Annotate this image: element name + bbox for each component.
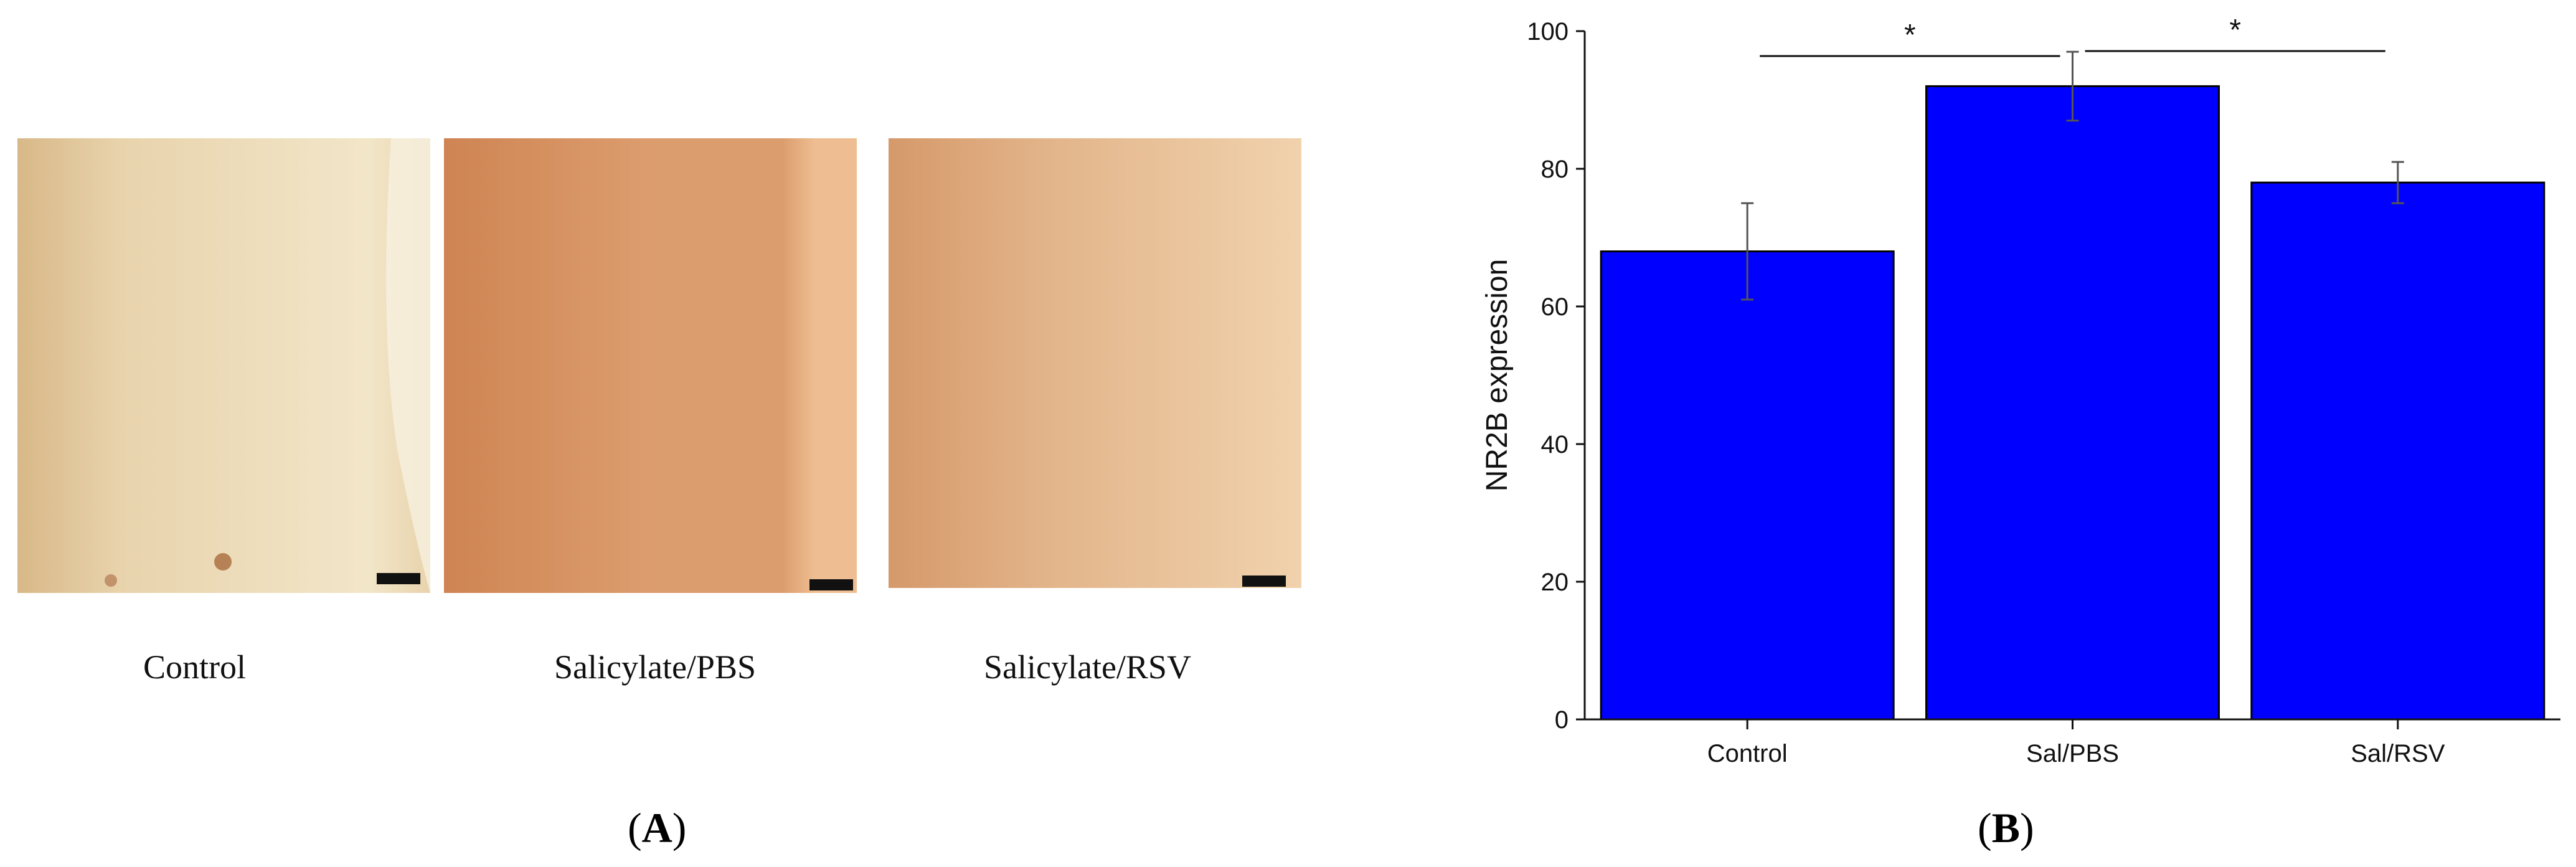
y-tick-label: 0: [1555, 706, 1569, 734]
significance-marker: *: [1904, 19, 1916, 52]
panel-label-b: (B): [1978, 803, 2034, 853]
bar-sal-pbs: [1925, 85, 2220, 721]
y-tick-label: 60: [1541, 293, 1569, 321]
x-tick-label: Sal/RSV: [2351, 740, 2445, 767]
scale-bar: [377, 573, 420, 584]
scale-bar: [1242, 576, 1286, 587]
micrograph-control-image: [17, 138, 430, 593]
y-tick-label: 100: [1527, 18, 1569, 45]
significance-layer: * *: [1760, 14, 2385, 57]
y-axis-title: NR2B expression: [1481, 259, 1514, 492]
bar-sal-rsv: [2250, 181, 2545, 721]
error-bars-layer: [1741, 50, 2404, 301]
y-tick-label: 80: [1541, 156, 1569, 183]
micrograph-salicylate-rsv-image: [889, 138, 1301, 588]
y-tick-label: 40: [1541, 431, 1569, 458]
caption-salicylate-pbs: Salicylate/PBS: [554, 648, 756, 686]
bar-control: [1600, 250, 1895, 721]
panel-label-a: (A): [628, 803, 686, 853]
caption-control: Control: [143, 648, 247, 686]
micrograph-salicylate-rsv: [889, 138, 1301, 588]
panel-label-a-close: ): [672, 804, 687, 851]
caption-salicylate-rsv: Salicylate/RSV: [984, 648, 1191, 686]
panel-label-b-letter: B: [1991, 804, 2021, 851]
micrograph-salicylate-pbs: [444, 138, 857, 593]
y-tick-label: 20: [1541, 569, 1569, 596]
x-ticks: Control Sal/PBS Sal/RSV: [1707, 719, 2445, 767]
y-ticks: 0 20 40 60 80 100: [1527, 18, 1585, 734]
panel-label-a-open: (: [628, 804, 642, 851]
micrograph-control: [17, 138, 430, 593]
bars-layer: [1600, 85, 2545, 721]
panel-label-a-letter: A: [641, 804, 672, 851]
panel-label-b-close: ): [2020, 804, 2034, 851]
significance-marker: *: [2229, 14, 2241, 47]
micrograph-salicylate-pbs-image: [444, 138, 857, 593]
panel-label-b-open: (: [1978, 804, 1992, 851]
x-tick-label: Sal/PBS: [2026, 740, 2119, 767]
scale-bar: [809, 579, 853, 590]
x-tick-label: Control: [1707, 740, 1788, 767]
